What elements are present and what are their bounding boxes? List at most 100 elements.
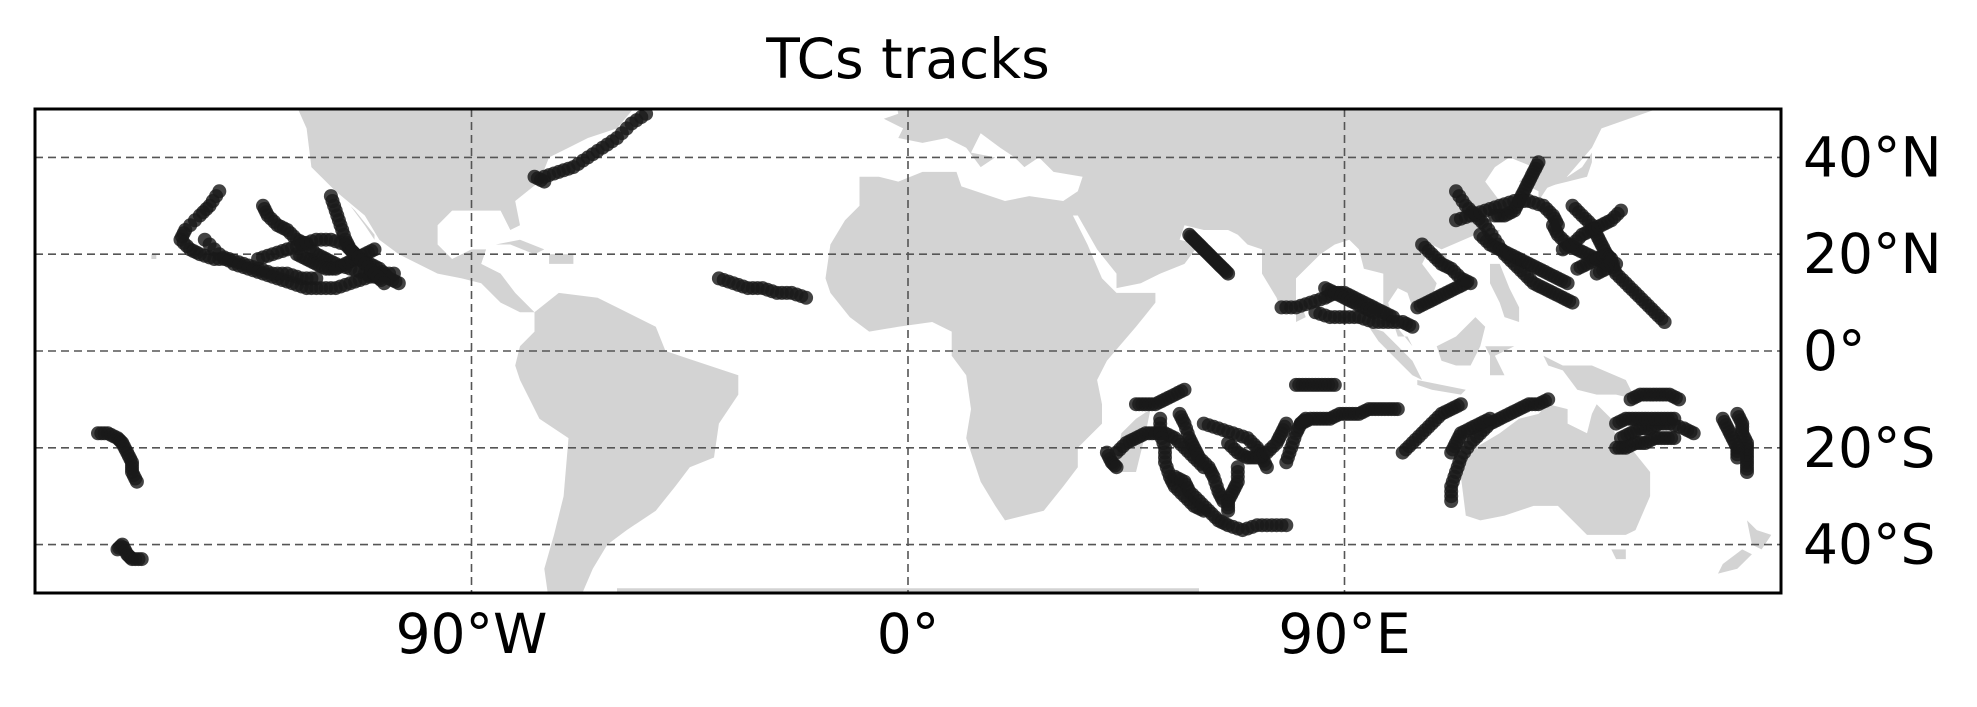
tc-track-south-china-sea-2: [1415, 237, 1478, 291]
track-point: [1560, 276, 1575, 291]
land-japan: [1538, 152, 1592, 201]
track-point: [1541, 392, 1556, 407]
tc-track-south-indian-12: [1279, 411, 1313, 470]
track-point: [129, 474, 144, 489]
tc-track-coral-sea-2: [1609, 411, 1682, 431]
track-point: [386, 266, 401, 281]
latitude-tick-label: 40°S: [1803, 513, 1935, 577]
track-point: [1327, 377, 1342, 392]
track-point: [1740, 465, 1754, 479]
tc-track-south-indian-8: [1221, 416, 1294, 465]
track-point: [1453, 397, 1468, 412]
track-point: [1672, 392, 1687, 407]
track-point: [799, 290, 814, 305]
tc-track-south-indian-6: [1167, 469, 1294, 538]
tc-track-south-indian-13: [1395, 397, 1468, 460]
track-point: [1589, 266, 1604, 281]
tc-track-south-indian-2: [1099, 445, 1124, 475]
track-point: [537, 174, 552, 189]
tc-track-coral-sea-4: [1609, 431, 1682, 455]
map-frame: [33, 107, 1783, 595]
track-point: [1109, 460, 1124, 475]
tc-track-philippines-1: [1449, 194, 1565, 233]
tc-track-south-pacific-sw: [110, 537, 149, 567]
land-hawaii: [151, 254, 157, 259]
tc-track-south-indian-5: [1172, 406, 1231, 508]
latitude-tick-label: 20°N: [1803, 222, 1942, 286]
track-point: [1298, 411, 1313, 426]
land-borneo: [1436, 317, 1486, 366]
land-philippines: [1490, 263, 1520, 322]
track-point: [1483, 411, 1497, 426]
land-australia: [1460, 404, 1651, 535]
land-north-america: [297, 109, 634, 313]
land-new-zealand-south: [1718, 549, 1752, 574]
track-point: [1390, 402, 1405, 417]
tc-track-bay-of-bengal-3: [1318, 281, 1381, 320]
land-sulawesi: [1485, 346, 1515, 376]
land-new-guinea: [1543, 355, 1636, 400]
track-point: [1730, 450, 1745, 465]
land-sumatra: [1368, 326, 1423, 380]
longitude-tick-label: 90°W: [396, 602, 548, 666]
map-title: TCs tracks: [765, 27, 1050, 91]
tc-track-arabian-sea: [1182, 227, 1236, 281]
track-point: [1657, 315, 1672, 329]
tc-track-western-pacific-6: [1555, 203, 1628, 257]
track-point: [639, 109, 654, 121]
latitude-tick-labels: 40°N 20°N 0° 20°S 40°S: [1803, 125, 1942, 576]
tc-track-coral-sea-3: [1623, 387, 1687, 407]
land-tasmania: [1611, 549, 1626, 560]
latitude-tick-label: 20°S: [1803, 416, 1935, 480]
map-plot-area: [35, 109, 1781, 593]
land-cuba: [495, 239, 545, 255]
track-point: [377, 276, 392, 291]
tc-track-south-indian-14: [1444, 392, 1556, 508]
track-point: [1405, 319, 1420, 334]
track-point: [1565, 295, 1580, 310]
tc-track-south-indian-15: [1444, 411, 1497, 460]
track-point: [1667, 411, 1682, 426]
track-point: [1686, 426, 1701, 441]
longitude-tick-labels: 90°W 0° 90°E: [396, 602, 1411, 666]
latitude-tick-label: 40°N: [1803, 125, 1942, 189]
tc-track-atlantic-3: [711, 271, 814, 305]
track-point: [1667, 431, 1682, 446]
tc-track-ne-pacific-6: [251, 232, 392, 291]
track-point: [1221, 503, 1236, 518]
land-hispaniola: [549, 254, 574, 264]
track-point: [1177, 382, 1192, 397]
land-layer: [151, 109, 1772, 593]
track-point: [1550, 218, 1565, 233]
land-africa-europe-asia: [825, 109, 1657, 521]
tc-track-south-indian-3: [1129, 382, 1192, 412]
tc-track-south-pacific-east-2: [1715, 411, 1745, 465]
land-java: [1417, 380, 1466, 395]
track-point: [1279, 518, 1294, 533]
land-new-zealand-north: [1747, 520, 1772, 550]
track-point: [134, 552, 149, 567]
track-point: [1463, 276, 1478, 291]
tc-track-layer: [91, 109, 1754, 567]
track-point: [1221, 266, 1236, 281]
track-point: [367, 242, 382, 257]
longitude-tick-label: 90°E: [1278, 602, 1410, 666]
tc-track-south-indian-10: [1289, 377, 1342, 392]
tc-track-south-indian-9: [1221, 460, 1245, 518]
tc-track-south-indian-11: [1293, 402, 1405, 431]
land-south-america: [515, 292, 739, 593]
tc-track-south-china-sea-1: [1410, 276, 1473, 315]
longitude-tick-label: 0°: [877, 602, 940, 666]
latitude-tick-label: 0°: [1803, 319, 1866, 383]
tc-track-bay-of-bengal-2: [1308, 305, 1420, 334]
track-point: [1259, 460, 1274, 475]
tc-track-western-pacific-7: [1570, 247, 1619, 281]
tc-track-atlantic-1: [537, 109, 654, 184]
tc-track-atlantic-2: [527, 169, 552, 189]
tc-track-south-pacific-west: [91, 426, 144, 489]
track-point: [1366, 305, 1381, 320]
tc-track-ne-pacific-4: [197, 232, 401, 296]
tc-track-ne-pacific-5: [289, 242, 382, 276]
tc-track-western-pacific-2: [1473, 227, 1575, 291]
